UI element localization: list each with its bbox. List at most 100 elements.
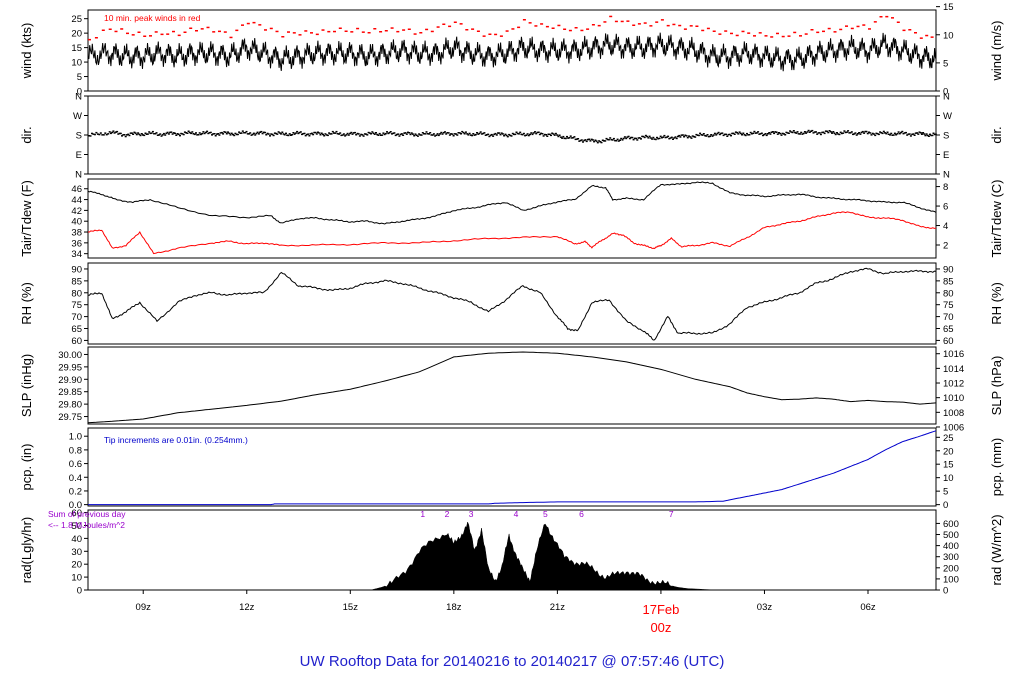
- right-tick-label: 400: [943, 541, 959, 552]
- series-wind-1-dot: [810, 29, 814, 31]
- series-dir-0-dot: [310, 132, 313, 135]
- series-dir-0-dot: [721, 132, 724, 134]
- series-dir-0-dot: [795, 132, 798, 134]
- series-wind-1-dot: [896, 21, 900, 23]
- series-dir-0-dot: [167, 133, 170, 135]
- series-dir-0-dot: [121, 135, 123, 137]
- left-axis-label: Tair/Tdew (F): [19, 180, 34, 257]
- series-dir-0-dot: [785, 131, 788, 134]
- series-dir-0-dot: [823, 132, 826, 135]
- series-dir-0-dot: [866, 132, 869, 135]
- left-tick-label: W: [73, 111, 82, 122]
- series-dir-0-dot: [317, 131, 319, 133]
- right-tick-label: 0: [943, 87, 948, 98]
- series-wind-1-dot: [747, 32, 751, 34]
- right-tick-label: E: [943, 150, 949, 161]
- series-dir-0-dot: [88, 135, 90, 137]
- series-dir-0-dot: [114, 131, 117, 133]
- left-tick-label: 30.00: [58, 350, 82, 361]
- series-wind-1-dot: [816, 31, 820, 34]
- series-dir-0-dot: [195, 132, 197, 134]
- series-wind-1-dot: [94, 37, 98, 39]
- series-pcp-0-line: [88, 430, 937, 506]
- series-dir-0-dot: [431, 134, 434, 136]
- right-tick-label: 70: [943, 312, 954, 323]
- series-wind-1-dot: [603, 21, 607, 23]
- series-wind-1-dot: [609, 15, 613, 18]
- series-dir-0-dot: [790, 131, 793, 133]
- series-dir-0-dot: [909, 135, 912, 137]
- series-wind-1-dot: [88, 38, 91, 41]
- x-tick-label: 12z: [239, 602, 255, 613]
- left-tick-label: E: [76, 150, 82, 161]
- series-dir-0-dot: [651, 138, 654, 140]
- series-dir-0-dot: [744, 134, 747, 137]
- series-dir-0-dot: [248, 133, 250, 135]
- series-dir-0-dot: [911, 133, 914, 136]
- series-wind-1-dot: [902, 29, 906, 32]
- series-dir-0-dot: [870, 134, 873, 136]
- series-dir-0-dot: [917, 133, 920, 135]
- series-dir-0-dot: [481, 133, 483, 135]
- series-dir-0-dot: [501, 133, 504, 135]
- right-tick-label: 60: [943, 336, 954, 347]
- series-wind-1-dot: [822, 30, 825, 33]
- series-dir-0-dot: [478, 132, 481, 135]
- series-dir-0-dot: [272, 134, 275, 137]
- series-wind-1-dot: [172, 30, 175, 33]
- series-dir-0-dot: [500, 132, 503, 134]
- series-dir-0-dot: [135, 133, 138, 136]
- series-dir-0-dot: [450, 133, 453, 135]
- series-dir-0-dot: [640, 138, 642, 140]
- series-wind-1-dot: [379, 31, 383, 33]
- x-date-label: 17Feb: [642, 602, 679, 617]
- series-dir-0-dot: [752, 132, 755, 135]
- series-dir-0-dot: [604, 140, 607, 142]
- panel-frame: [87, 9, 937, 92]
- series-dir-0-dot: [222, 133, 225, 135]
- series-dir-0-dot: [695, 133, 698, 136]
- left-tick-label: 85: [71, 276, 82, 287]
- series-dir-0-dot: [462, 131, 465, 134]
- series-dir-0-dot: [468, 132, 471, 135]
- series-wind-1-dot: [930, 36, 934, 38]
- series-wind-1-dot: [827, 27, 831, 30]
- series-dir-0-dot: [789, 130, 792, 132]
- series-wind-1-dot: [643, 22, 647, 24]
- series-dir-0-dot: [225, 133, 228, 135]
- series-dir-0-dot: [759, 133, 762, 135]
- series-wind-1-dot: [591, 24, 595, 26]
- series-wind-1-dot: [706, 27, 710, 30]
- series-dir-0-dot: [508, 133, 511, 136]
- rad-marker-6: 6: [579, 509, 584, 519]
- series-dir-0-dot: [668, 137, 671, 140]
- series-dir-0-dot: [104, 132, 107, 134]
- series-wind-1-dot: [753, 35, 756, 37]
- series-dir-0-dot: [834, 133, 837, 136]
- left-tick-label: N: [75, 92, 82, 103]
- series-dir-0-dot: [234, 132, 237, 135]
- series-dir-0-dot: [861, 130, 864, 133]
- series-dir-0-dot: [675, 137, 678, 140]
- series-dir-0-dot: [377, 134, 380, 136]
- series-dir-0-dot: [381, 134, 384, 136]
- series-dir-0-dot: [610, 138, 613, 141]
- series-wind-1-dot: [183, 31, 187, 33]
- series-dir-0-dot: [516, 132, 519, 135]
- series-dir-0-dot: [727, 133, 730, 136]
- series-dir-0-dot: [715, 134, 718, 136]
- series-wind-1-dot: [776, 32, 779, 35]
- series-dir-0-dot: [605, 137, 608, 140]
- series-dir-0-dot: [838, 133, 841, 136]
- series-wind-1-dot: [683, 28, 687, 30]
- series-dir-0-dot: [922, 132, 925, 134]
- panel-pcp: 0.0 0.2 0.4 0.6 0.8 1.0 0 5 10 15 20 25 pcp. (in) pcp…: [19, 427, 1004, 511]
- series-dir-0-dot: [924, 134, 927, 137]
- series-dir-0-dot: [859, 133, 862, 135]
- series-dir-0-dot: [357, 133, 360, 135]
- series-dir-0-dot: [430, 134, 433, 136]
- series-dir-0-dot: [371, 131, 374, 133]
- series-wind-1-dot: [574, 27, 578, 29]
- series-dir-0-dot: [186, 132, 189, 134]
- series-dir-0-dot: [488, 135, 491, 138]
